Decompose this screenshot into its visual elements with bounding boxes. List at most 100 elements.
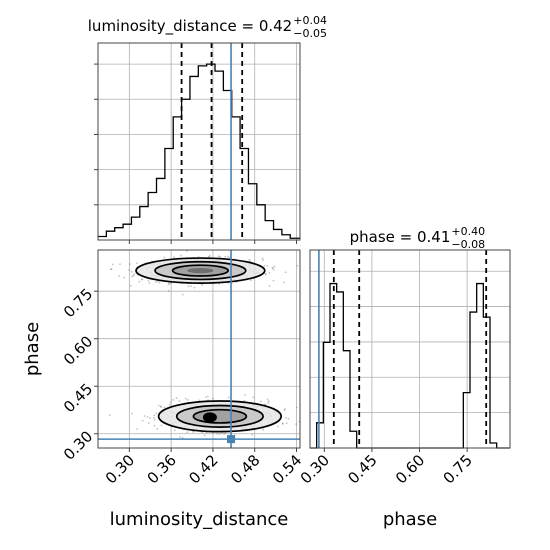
scatter-point — [219, 255, 221, 258]
contour-line — [171, 264, 230, 277]
scatter-point — [157, 404, 160, 407]
phase-title: phase = 0.41 — [350, 228, 451, 246]
luminosity-distance-histogram-panel: luminosity_distance = 0.42 +0.04 −0.05 — [88, 14, 327, 244]
scatter-point — [131, 275, 134, 278]
scatter-point — [281, 423, 284, 425]
joint-x-ticks: 0.30 0.36 0.42 0.48 0.54 — [102, 448, 305, 487]
scatter-point — [160, 405, 162, 408]
y-axis-label-phase: phase — [22, 322, 43, 376]
title-eq: = — [237, 17, 259, 35]
scatter-point — [153, 424, 156, 427]
scatter-point — [119, 263, 121, 265]
scatter-point — [110, 268, 113, 271]
scatter-point — [283, 281, 285, 284]
luminosity-distance-histogram — [98, 63, 300, 239]
scatter-point — [205, 396, 207, 399]
scatter-point — [223, 432, 226, 435]
joint-grid — [98, 250, 300, 448]
scatter-point — [262, 428, 265, 431]
title-median: 0.41 — [417, 228, 450, 246]
scatter-point — [283, 409, 286, 412]
scatter-point — [138, 280, 141, 283]
x-tick-label: 0.30 — [297, 451, 333, 487]
scatter-point — [212, 397, 214, 400]
scatter-point — [218, 283, 220, 285]
scatter-point — [179, 436, 181, 438]
x-tick-label: 0.45 — [344, 451, 380, 487]
luminosity-distance-hist-grid — [98, 43, 300, 240]
scatter-point — [140, 278, 143, 281]
scatter-point — [265, 273, 267, 276]
contour-line — [157, 400, 283, 433]
scatter-point — [109, 414, 111, 417]
title-param: luminosity_distance — [88, 17, 237, 36]
scatter-point — [186, 250, 188, 252]
scatter-point — [169, 282, 172, 285]
joint-y-ticks: 0.30 0.45 0.60 0.75 — [60, 285, 98, 464]
phase-histogram-panel: 0.30 0.45 0.60 0.75 phase = 0.41 +0.40 −0.0… — [297, 225, 511, 530]
scatter-point — [184, 397, 187, 400]
scatter-point — [128, 269, 131, 271]
scatter-point — [173, 256, 175, 259]
scatter-point — [248, 258, 251, 261]
scatter-point — [209, 255, 211, 257]
phase-title-lower: −0.08 — [451, 238, 485, 251]
scatter-point — [281, 422, 284, 425]
scatter-point — [141, 419, 144, 422]
scatter-point — [155, 281, 157, 283]
scatter-point — [168, 282, 170, 285]
phase-hist-grid — [310, 250, 510, 448]
y-tick-label: 0.75 — [60, 285, 96, 321]
scatter-point — [156, 428, 159, 430]
scatter-point — [295, 423, 298, 426]
scatter-point — [149, 417, 151, 419]
scatter-point — [272, 279, 275, 282]
x-tick-label: 0.42 — [185, 451, 221, 487]
scatter-point — [295, 406, 298, 409]
x-tick-label: 0.75 — [440, 451, 476, 487]
luminosity-distance-hist-frame — [97, 42, 301, 241]
scatter-point — [170, 401, 172, 404]
scatter-point — [136, 428, 139, 430]
scatter-point — [147, 279, 150, 282]
scatter-point — [118, 275, 120, 277]
scatter-point — [155, 412, 158, 415]
scatter-point — [123, 276, 126, 279]
scatter-point — [175, 397, 178, 399]
scatter-point — [153, 416, 156, 419]
scatter-point — [216, 432, 218, 435]
phase-quantile-lines — [332, 250, 488, 448]
scatter-point — [244, 394, 247, 396]
scatter-point — [133, 273, 136, 276]
scatter-point — [148, 282, 151, 284]
scatter-point — [261, 257, 264, 260]
scatter-point — [129, 263, 131, 266]
joint-contours — [135, 257, 283, 433]
scatter-point — [158, 281, 161, 284]
luminosity-distance-title-lower: −0.05 — [293, 27, 327, 40]
y-tick-label: 0.60 — [60, 332, 96, 368]
x-tick-label: 0.60 — [392, 451, 428, 487]
scatter-point — [160, 424, 163, 427]
scatter-point — [153, 419, 156, 421]
scatter-point — [131, 412, 134, 415]
title-eq: = — [395, 228, 417, 246]
scatter-point — [263, 403, 266, 406]
scatter-point — [203, 434, 206, 437]
scatter-point — [287, 417, 290, 420]
phase-title-upper: +0.40 — [451, 225, 485, 238]
scatter-point — [266, 264, 269, 267]
scatter-point — [266, 398, 269, 401]
x-tick-label: 0.48 — [227, 451, 263, 487]
scatter-point — [110, 268, 112, 271]
x-tick-label: 0.36 — [144, 451, 180, 487]
scatter-point — [147, 422, 150, 424]
scatter-point — [217, 255, 220, 258]
scatter-point — [285, 422, 288, 425]
scatter-point — [263, 264, 266, 267]
density-core — [187, 268, 214, 274]
scatter-point — [187, 398, 189, 401]
scatter-point — [268, 285, 271, 287]
phase-hist-x-ticks: 0.30 0.45 0.60 0.75 — [297, 448, 476, 487]
scatter-point — [173, 429, 176, 432]
